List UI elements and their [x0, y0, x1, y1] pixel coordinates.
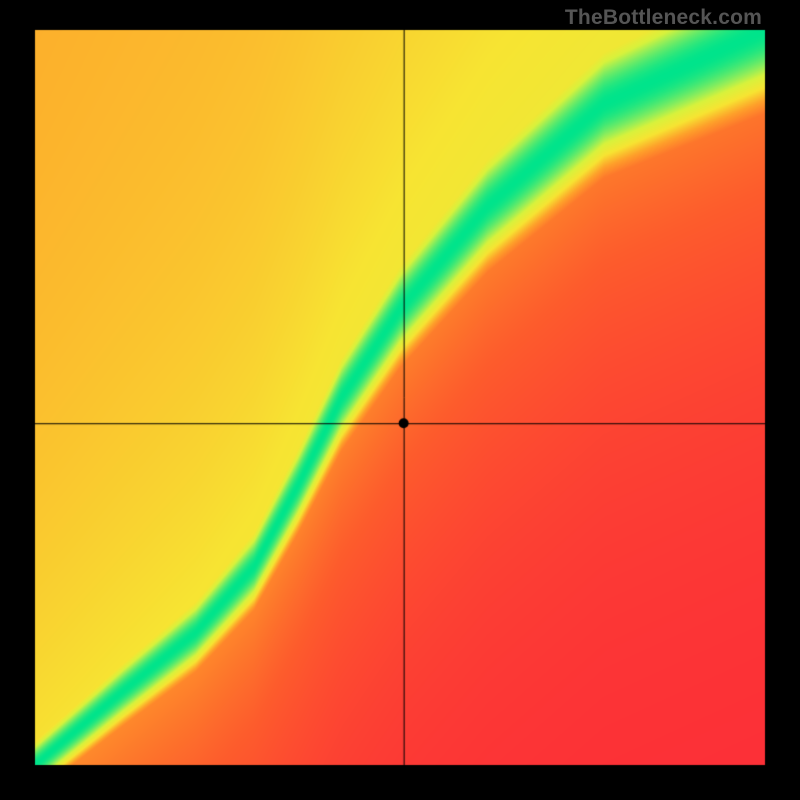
bottleneck-heatmap [0, 0, 800, 800]
watermark-text: TheBottleneck.com [565, 6, 762, 30]
chart-container: TheBottleneck.com [0, 0, 800, 800]
